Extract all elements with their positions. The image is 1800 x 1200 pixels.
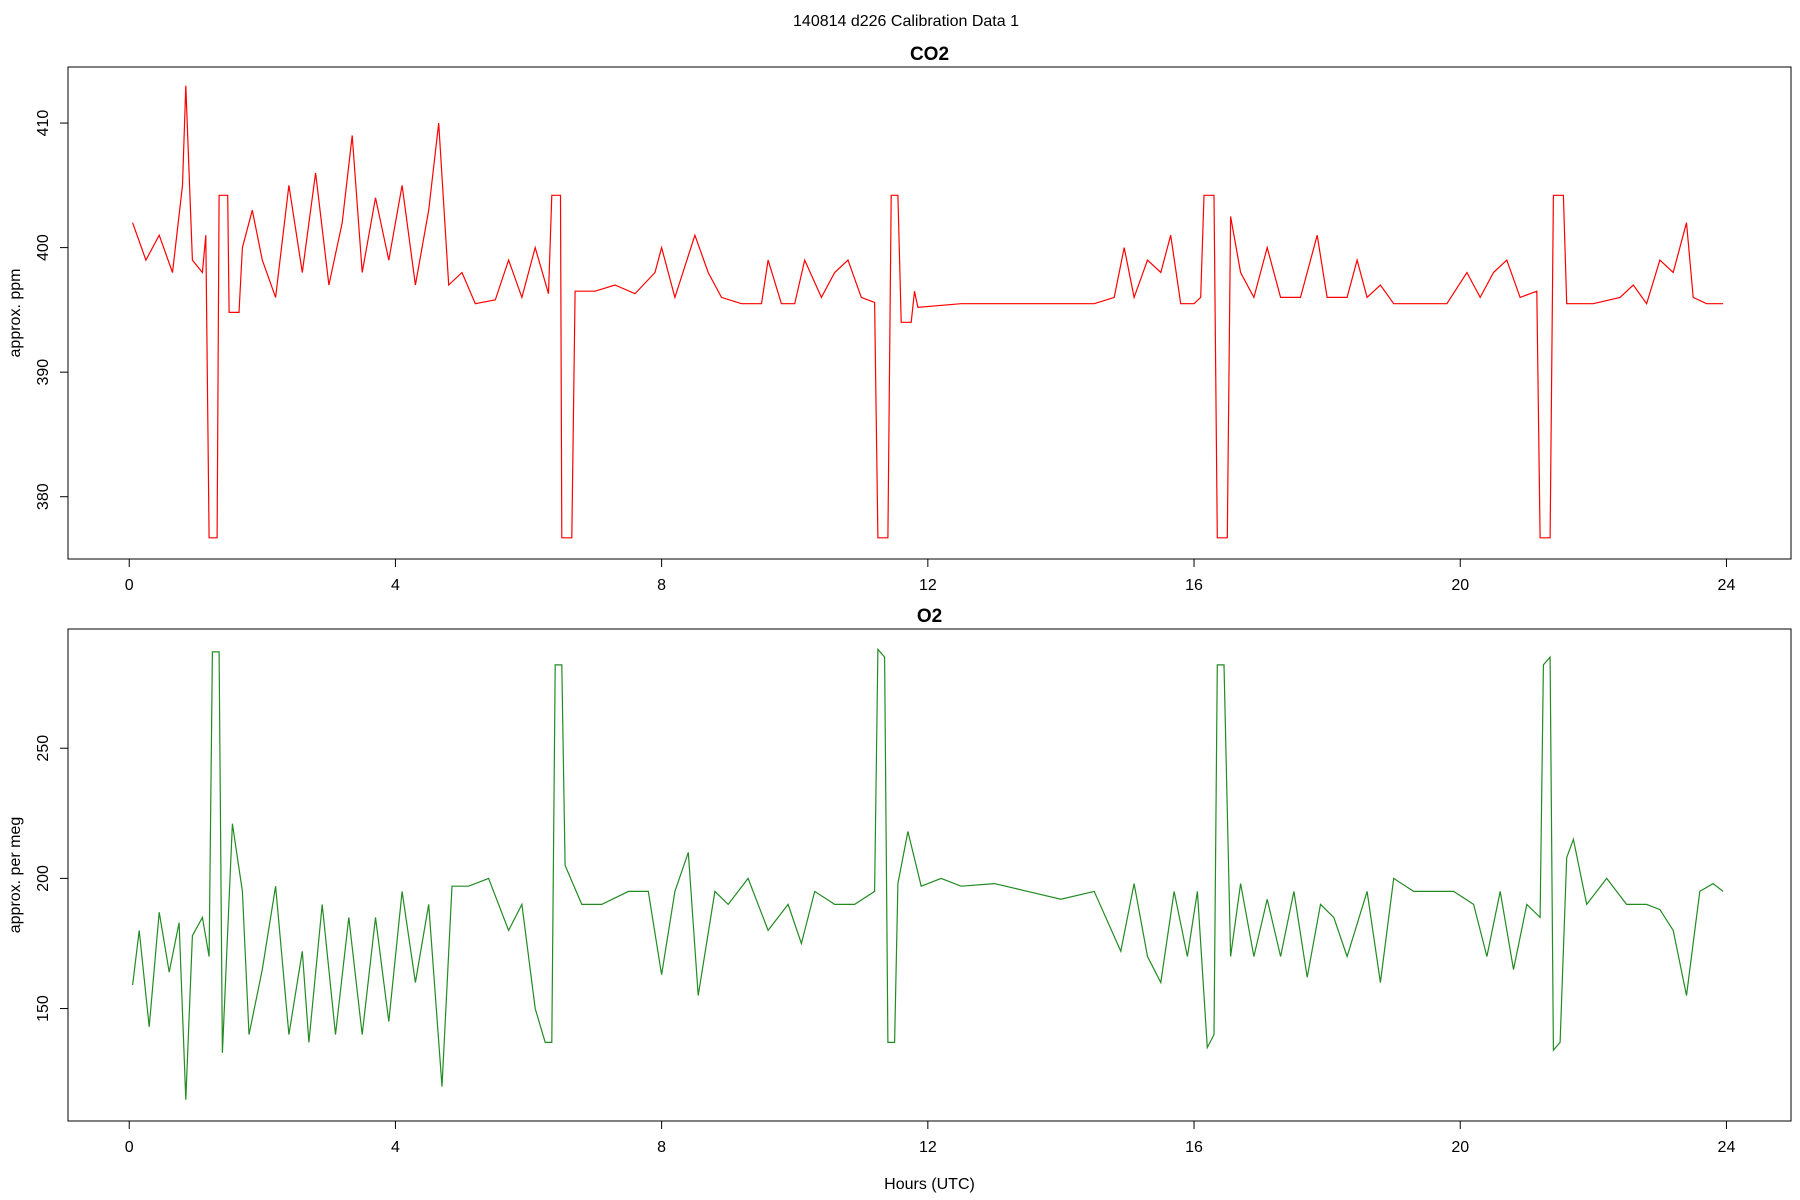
x-tick-label: 20: [1451, 577, 1469, 594]
y-tick-label: 250: [35, 735, 52, 762]
y-tick-label: 390: [35, 359, 52, 386]
x-tick-label: 0: [125, 577, 134, 594]
x-tick-label: 24: [1718, 1139, 1736, 1156]
x-tick-label: 0: [125, 1139, 134, 1156]
x-tick-label: 4: [391, 577, 400, 594]
y-tick-label: 400: [35, 234, 52, 261]
y-axis-label: approx. ppm: [7, 269, 24, 358]
plot-frame: [67, 66, 1792, 560]
plot-frame: [67, 628, 1792, 1122]
x-tick-label: 24: [1718, 577, 1736, 594]
x-tick-label: 20: [1451, 1139, 1469, 1156]
x-tick-label: 16: [1185, 577, 1203, 594]
y-tick-label: 410: [35, 110, 52, 137]
x-tick-label: 4: [391, 1139, 400, 1156]
x-tick-label: 8: [657, 577, 666, 594]
y-tick-label: 380: [35, 483, 52, 510]
data-line: [132, 647, 1724, 1100]
panel-title: O2: [917, 606, 942, 627]
x-tick-label: 12: [919, 1139, 937, 1156]
x-axis-label: Hours (UTC): [884, 1176, 975, 1193]
data-line: [132, 85, 1724, 539]
figure-title: 140814 d226 Calibration Data 1: [793, 13, 1019, 30]
y-tick-label: 150: [35, 995, 52, 1022]
x-tick-label: 16: [1185, 1139, 1203, 1156]
y-axis-label: approx. per meg: [7, 817, 24, 934]
x-tick-label: 8: [657, 1139, 666, 1156]
y-tick-label: 200: [35, 865, 52, 892]
panel-title: CO2: [910, 44, 949, 65]
x-tick-label: 12: [919, 577, 937, 594]
